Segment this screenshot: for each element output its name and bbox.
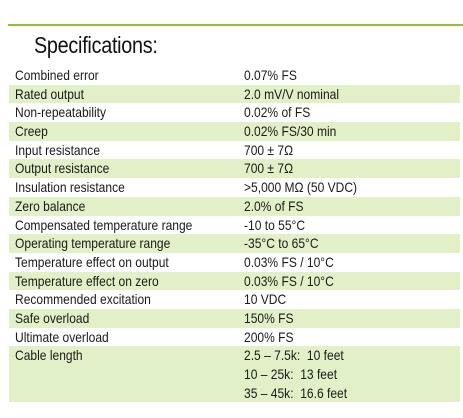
spec-value: 0.02% of FS [244,104,311,121]
spec-row-combined-error: Combined error 0.07% FS [9,66,460,85]
page-title: Specifications: [34,32,158,58]
spec-value: 700 ± 7Ω [244,160,294,177]
spec-name: Creep [15,123,48,140]
header-rule [8,24,463,26]
spec-row-temperature-effect-on-zero: Temperature effect on zero 0.03% FS / 10… [9,271,460,291]
spec-value: 2.0 mV/V nominal [244,85,340,102]
spec-value: 700 ± 7Ω [244,141,294,158]
spec-value: >5,000 MΩ (50 VDC) [244,179,358,196]
spec-row-temperature-effect-on-output: Temperature effect on output 0.03% FS / … [9,253,460,272]
spec-name: Temperature effect on output [15,253,169,270]
spec-name: Input resistance [15,141,101,158]
spec-value: 10 VDC [244,291,287,308]
cable-length-value: 2.5 – 7.5k: 10 feet [244,347,344,364]
spec-value: 0.07% FS [244,67,297,83]
spec-row-non-repeatability: Non-repeatability 0.02% of FS [9,103,460,122]
spec-value: 0.03% FS / 10°C [244,272,334,289]
spec-name: Operating temperature range [15,235,171,252]
spec-row-creep: Creep 0.02% FS/30 min [9,122,460,141]
cable-length-value: 10 – 25k: 13 feet [244,366,338,383]
spec-name: Combined error [15,67,99,83]
spec-row-output-resistance: Output resistance 700 ± 7Ω [9,159,460,179]
spec-name: Cable length [15,347,83,364]
spec-table: Combined error 0.07% FS Rated output 2.0… [9,66,460,403]
cable-length-value: 35 – 45k: 16.6 feet [244,384,348,401]
spec-row-rated-output: Rated output 2.0 mV/V nominal [9,84,460,104]
cable-length-values: 2.5 – 7.5k: 10 feet 10 – 25k: 13 feet 35… [244,346,430,402]
spec-name: Ultimate overload [15,328,109,345]
spec-row-input-resistance: Input resistance 700 ± 7Ω [9,141,460,160]
spec-name: Safe overload [15,309,90,326]
spec-name: Recommended excitation [15,291,151,308]
spec-row-safe-overload: Safe overload 150% FS [9,308,460,328]
spec-row-zero-balance: Zero balance 2.0% of FS [9,196,460,216]
spec-name: Zero balance [15,197,86,214]
spec-name: Compensated temperature range [15,216,193,233]
spec-value: 2.0% of FS [244,197,304,214]
spec-value: 0.03% FS / 10°C [244,253,334,270]
spec-value: 150% FS [244,309,294,326]
spec-name: Output resistance [15,160,110,177]
spec-row-cable-length: Cable length 2.5 – 7.5k: 10 feet 10 – 25… [9,346,460,403]
spec-name: Rated output [15,85,84,102]
spec-name: Insulation resistance [15,179,125,196]
spec-row-recommended-excitation: Recommended excitation 10 VDC [9,290,460,309]
spec-row-insulation-resistance: Insulation resistance >5,000 MΩ (50 VDC) [9,178,460,197]
spec-row-operating-temperature-range: Operating temperature range -35°C to 65°… [9,234,460,253]
spec-value: 0.02% FS/30 min [244,123,337,140]
spec-value: 200% FS [244,328,294,345]
spec-name: Non-repeatability [15,104,107,121]
spec-value: -10 to 55°C [244,216,306,233]
spec-name: Temperature effect on zero [15,272,159,289]
spec-value: -35°C to 65°C [244,235,319,252]
spec-row-compensated-temperature-range: Compensated temperature range -10 to 55°… [9,216,460,235]
spec-row-ultimate-overload: Ultimate overload 200% FS [9,328,460,347]
